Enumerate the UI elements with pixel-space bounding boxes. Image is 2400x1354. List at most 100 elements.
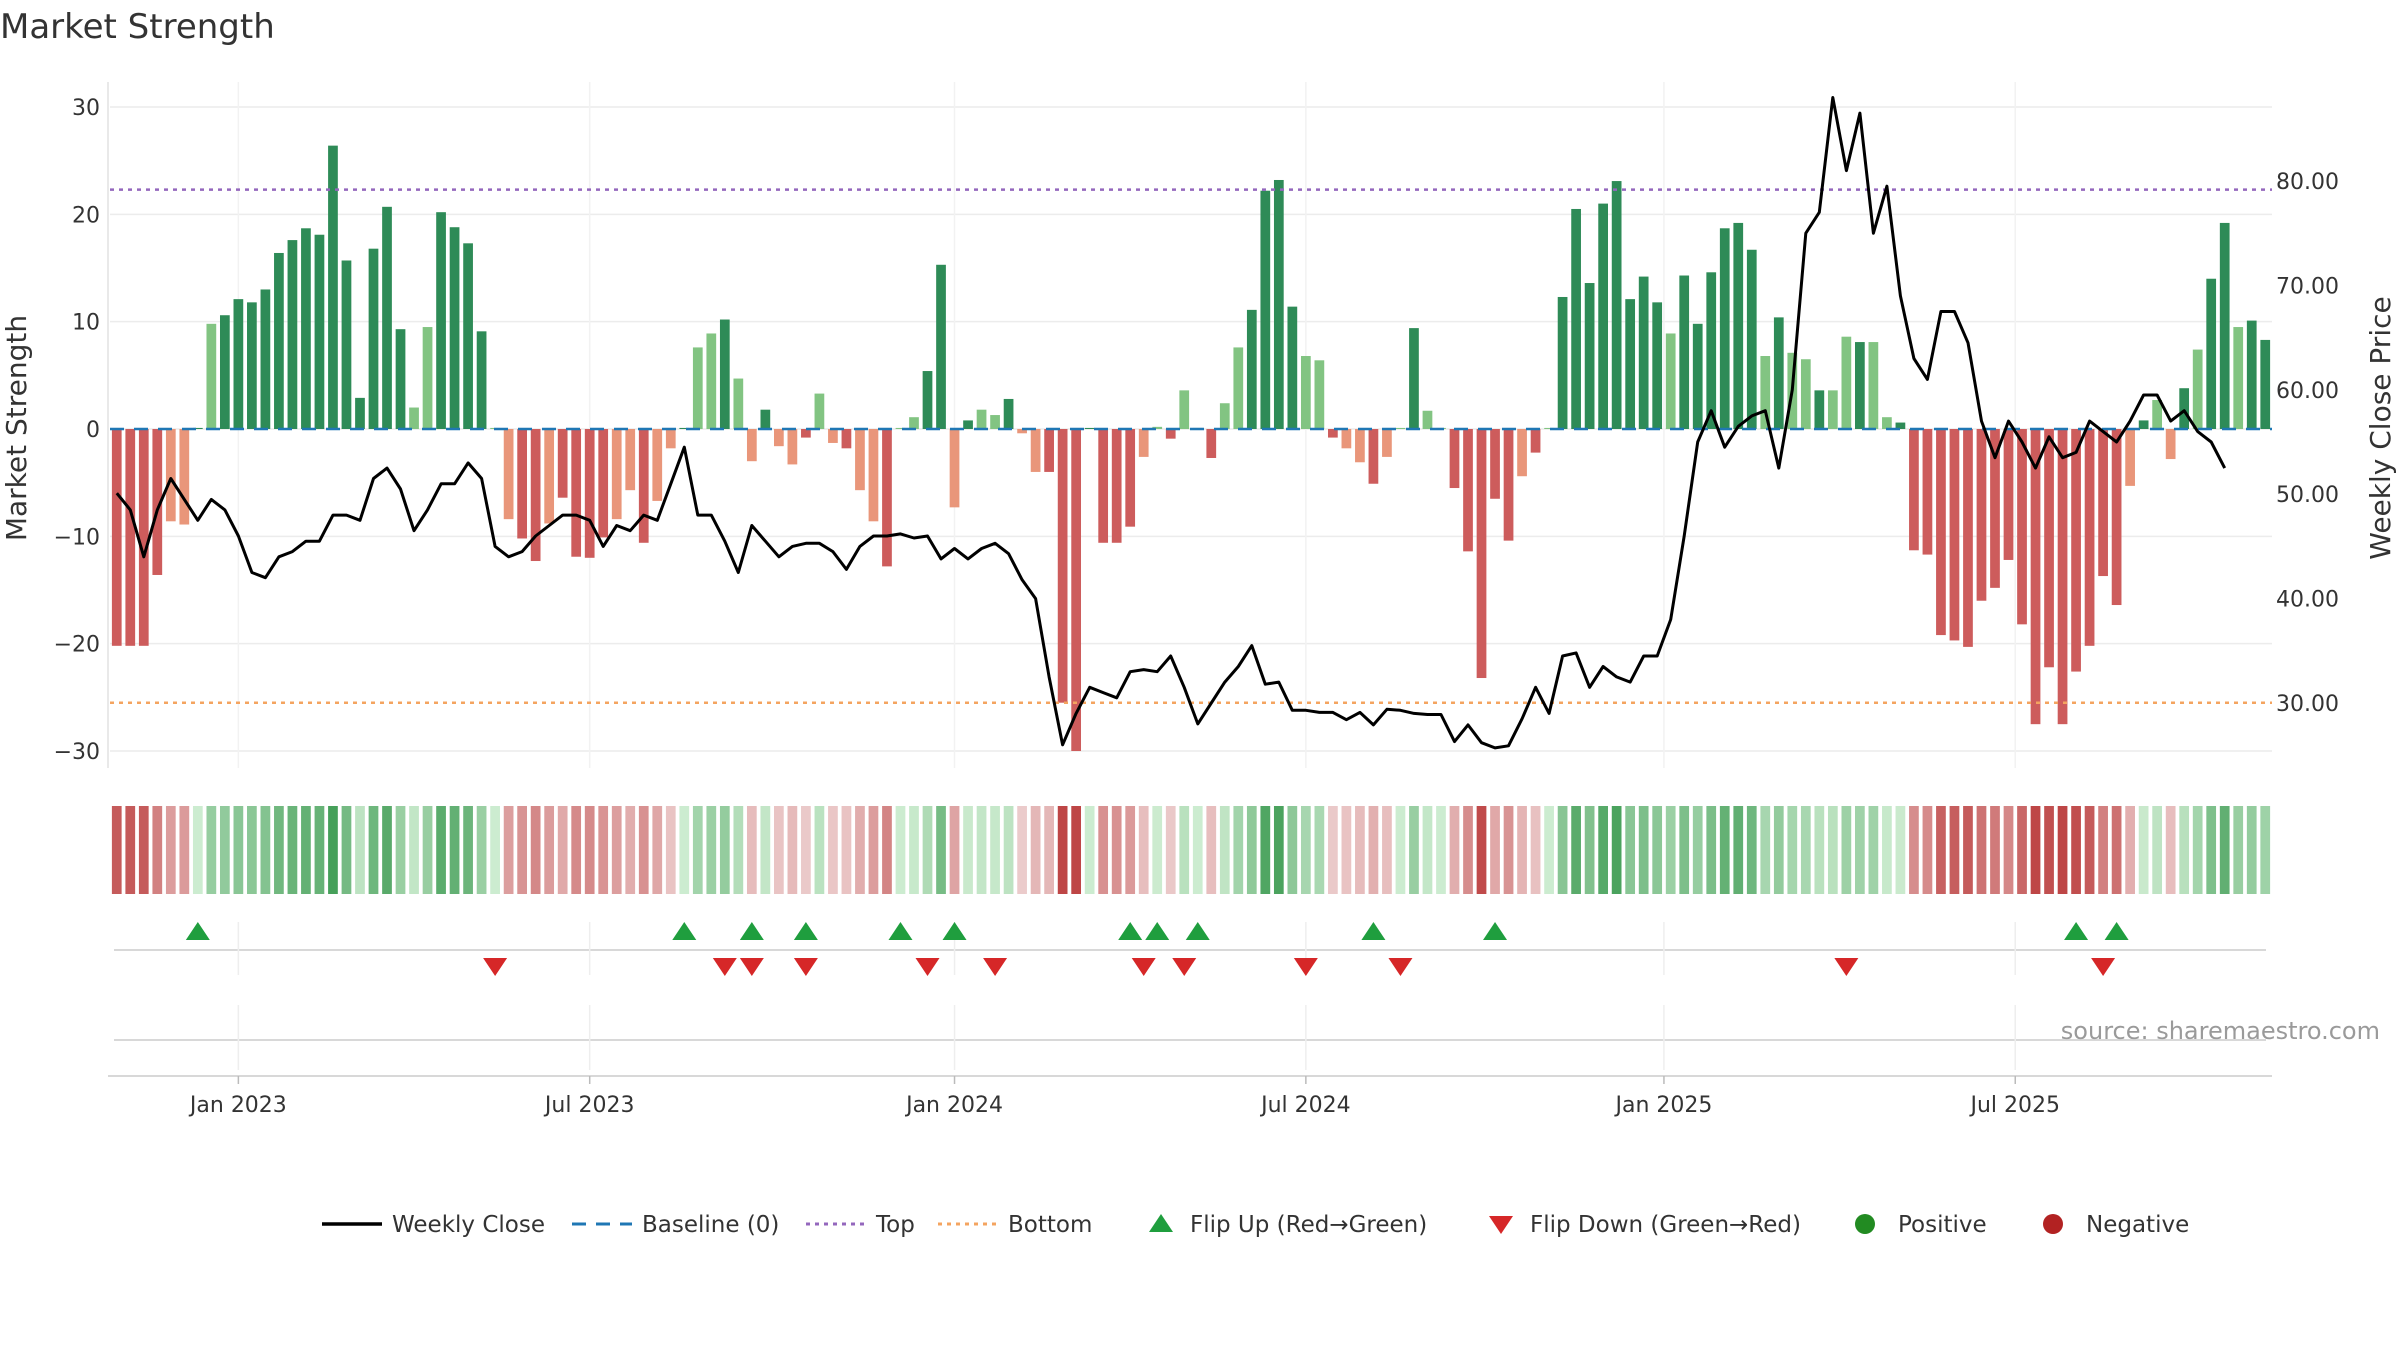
heat-strip-cell xyxy=(760,806,771,894)
strength-bar xyxy=(1071,429,1082,751)
flip-up-icon xyxy=(1149,1214,1173,1232)
strength-bar xyxy=(368,248,379,429)
heat-strip-cell xyxy=(2111,806,2122,894)
strength-bar xyxy=(301,228,311,429)
y-tick-left: 20 xyxy=(72,203,100,228)
heat-strip-cell xyxy=(1111,806,1122,894)
heat-strip-cell xyxy=(1638,806,1649,894)
heat-strip-cell xyxy=(1476,806,1487,894)
strength-bar xyxy=(2179,388,2190,429)
strength-bar xyxy=(436,212,446,429)
strength-bar xyxy=(1084,427,1095,429)
heat-strip-cell xyxy=(692,806,703,894)
strength-bar xyxy=(868,429,879,522)
strength-bar xyxy=(1936,429,1946,636)
strength-bar xyxy=(990,415,1000,429)
heat-strip-cell xyxy=(341,806,352,894)
strength-bar xyxy=(1219,403,1230,429)
heat-strip-cell xyxy=(652,806,663,894)
heat-strip-cell xyxy=(1449,806,1460,894)
strength-bar xyxy=(922,371,933,429)
heat-strip-cell xyxy=(841,806,852,894)
strength-bar xyxy=(976,409,987,429)
strength-bar xyxy=(2165,429,2176,460)
heat-strip-cell xyxy=(1571,806,1581,894)
heat-strip-cell xyxy=(1341,806,1352,894)
heat-strip-cell xyxy=(1598,806,1608,894)
legend-label: Weekly Close xyxy=(392,1212,545,1238)
heat-strip-cell xyxy=(1611,806,1622,894)
strength-bar xyxy=(1963,429,1973,647)
strength-bar xyxy=(1057,429,1068,703)
flip-down-marker xyxy=(1131,958,1156,976)
strength-bar xyxy=(841,429,852,449)
strength-bar xyxy=(1746,249,1757,429)
strength-bar xyxy=(503,429,514,520)
strength-bar xyxy=(1679,275,1690,429)
flip-up-marker xyxy=(1483,922,1508,940)
heat-strip-cell xyxy=(1152,806,1163,894)
heat-strip-cell xyxy=(2017,806,2027,894)
heat-strip-cell xyxy=(1963,806,1973,894)
strength-bar xyxy=(1246,309,1257,429)
heat-strip-cell xyxy=(895,806,906,894)
heat-strip-cell xyxy=(990,806,1000,894)
flip-down-icon xyxy=(1489,1216,1513,1234)
strength-bar xyxy=(314,234,325,429)
strength-bar xyxy=(449,227,460,429)
strength-bar xyxy=(1706,272,1717,429)
strength-bar xyxy=(422,327,433,429)
strength-bar xyxy=(1017,429,1027,434)
legend-item: Top xyxy=(806,1212,915,1238)
heat-strip-cell xyxy=(2152,806,2163,894)
strength-bar xyxy=(1503,429,1514,541)
time-axis: Jan 2023 Jul 2023 Jan 2024 Jul 2024 Jan 2025… xyxy=(108,1075,2272,1118)
heat-strip-cell xyxy=(503,806,514,894)
x-tick-label: Jul 2025 xyxy=(1968,1093,2060,1118)
strength-bar xyxy=(1206,429,1217,458)
heat-strip-cell xyxy=(1895,806,1906,894)
strength-bar xyxy=(1030,429,1041,472)
strength-bar xyxy=(1814,390,1825,429)
strength-bar xyxy=(1990,429,2000,588)
strength-bar xyxy=(1733,222,1744,429)
strength-bar xyxy=(909,417,919,429)
strength-bar xyxy=(625,429,636,491)
flip-down-marker xyxy=(1834,958,1859,976)
strength-bar xyxy=(760,409,771,429)
heat-strip-cell xyxy=(2260,806,2271,894)
strength-bar xyxy=(1922,429,1933,555)
heat-strip-cell xyxy=(1246,806,1257,894)
strength-bar xyxy=(1800,359,1811,429)
heat-strip-cell xyxy=(679,806,690,894)
heat-strip-cell xyxy=(1733,806,1744,894)
flip-down-marker xyxy=(915,958,940,976)
heat-strip-cell xyxy=(192,806,203,894)
heat-strip-cell xyxy=(165,806,176,894)
heat-strip-cell xyxy=(1260,806,1271,894)
heat-strip-cell xyxy=(219,806,230,894)
heat-strip-cell xyxy=(1936,806,1946,894)
legend: Weekly Close Baseline (0) Top Bottom Flip Up… xyxy=(322,1212,2189,1238)
strength-bar xyxy=(1287,306,1298,429)
y-tick-left: 30 xyxy=(72,96,100,121)
legend-label: Baseline (0) xyxy=(642,1212,779,1238)
heat-strip-cell xyxy=(125,806,136,894)
heat-strip-cell xyxy=(1530,806,1541,894)
strength-bar xyxy=(1760,356,1771,429)
strength-bar xyxy=(2233,327,2244,429)
heat-strip-cell xyxy=(395,806,406,894)
heat-strip-cell xyxy=(1760,806,1771,894)
legend-label: Bottom xyxy=(1008,1212,1092,1238)
heat-strip-cell xyxy=(719,806,730,894)
strength-bar xyxy=(2057,429,2068,725)
legend-label: Flip Down (Green→Red) xyxy=(1530,1212,1801,1238)
legend-item: Flip Down (Green→Red) xyxy=(1489,1212,1801,1238)
heat-strip-cell xyxy=(1503,806,1514,894)
heat-strip-cell xyxy=(2192,806,2203,894)
heat-strip-cell xyxy=(1922,806,1933,894)
strength-bar xyxy=(1841,336,1852,429)
strength-bar xyxy=(1571,208,1581,429)
heat-strip-cell xyxy=(1314,806,1325,894)
strength-heat-strip xyxy=(111,806,2271,894)
